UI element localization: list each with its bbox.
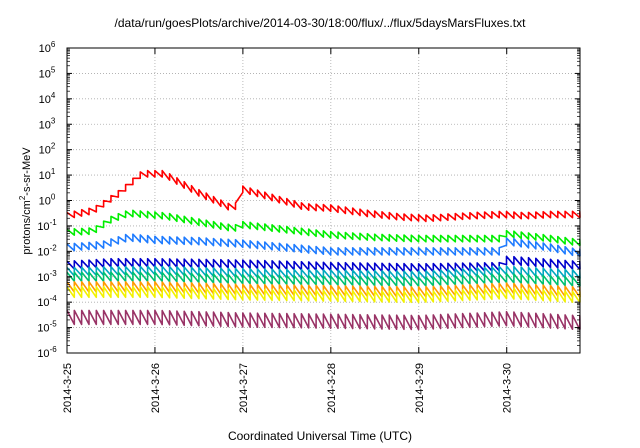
y-tick-label: 10-4 <box>37 294 57 309</box>
y-tick-label: 104 <box>39 91 56 106</box>
y-tick-label: 105 <box>39 65 56 80</box>
plot-frame <box>66 47 581 354</box>
y-axis-label: protons/cm2-s-sr-MeV <box>18 147 33 255</box>
y-tick-label: 102 <box>39 142 56 157</box>
y-tick-label: 10-5 <box>37 320 57 335</box>
x-tick-label: 2014-3-28 <box>326 363 338 413</box>
x-axis-label: Coordinated Universal Time (UTC) <box>227 429 413 443</box>
y-tick-label: 10-6 <box>37 345 57 360</box>
x-tick-label: 2014-3-30 <box>502 363 514 413</box>
x-tick-label: 2014-3-29 <box>414 363 426 413</box>
series-line-6 <box>66 271 581 288</box>
chart-title: /data/run/goesPlots/archive/2014-03-30/1… <box>114 16 526 30</box>
y-tick-label: 100 <box>39 193 56 208</box>
series-line-3 <box>66 233 581 257</box>
svg-text:protons/cm2-s-sr-MeV: protons/cm2-s-sr-MeV <box>18 147 33 255</box>
axis-ticks: 10-6 10-5 10-4 10-3 10-2 10-1 100 101 102 103 104 1… <box>37 40 580 413</box>
series-line-5 <box>66 265 581 281</box>
x-tick-label: 2014-3-25 <box>62 363 74 413</box>
series-line-8 <box>66 285 581 304</box>
series-line-9 <box>66 309 581 331</box>
y-axis-label-sup: 2 <box>18 195 27 200</box>
series-group <box>66 169 581 331</box>
y-axis-label-base: protons/cm <box>21 200 33 254</box>
y-tick-label: 101 <box>39 167 56 182</box>
y-tick-label: 106 <box>39 40 56 55</box>
y-tick-label: 10-1 <box>37 218 57 233</box>
y-tick-label: 103 <box>39 116 56 131</box>
y-tick-label: 10-3 <box>37 269 57 284</box>
grid <box>67 48 580 353</box>
x-tick-label: 2014-3-26 <box>150 363 162 413</box>
y-axis-label-rest: -s-sr-MeV <box>21 147 33 196</box>
series-line-2 <box>66 209 581 247</box>
y-tick-label: 10-2 <box>37 243 57 258</box>
series-line-1 <box>66 169 581 223</box>
x-tick-label: 2014-3-27 <box>238 363 250 413</box>
